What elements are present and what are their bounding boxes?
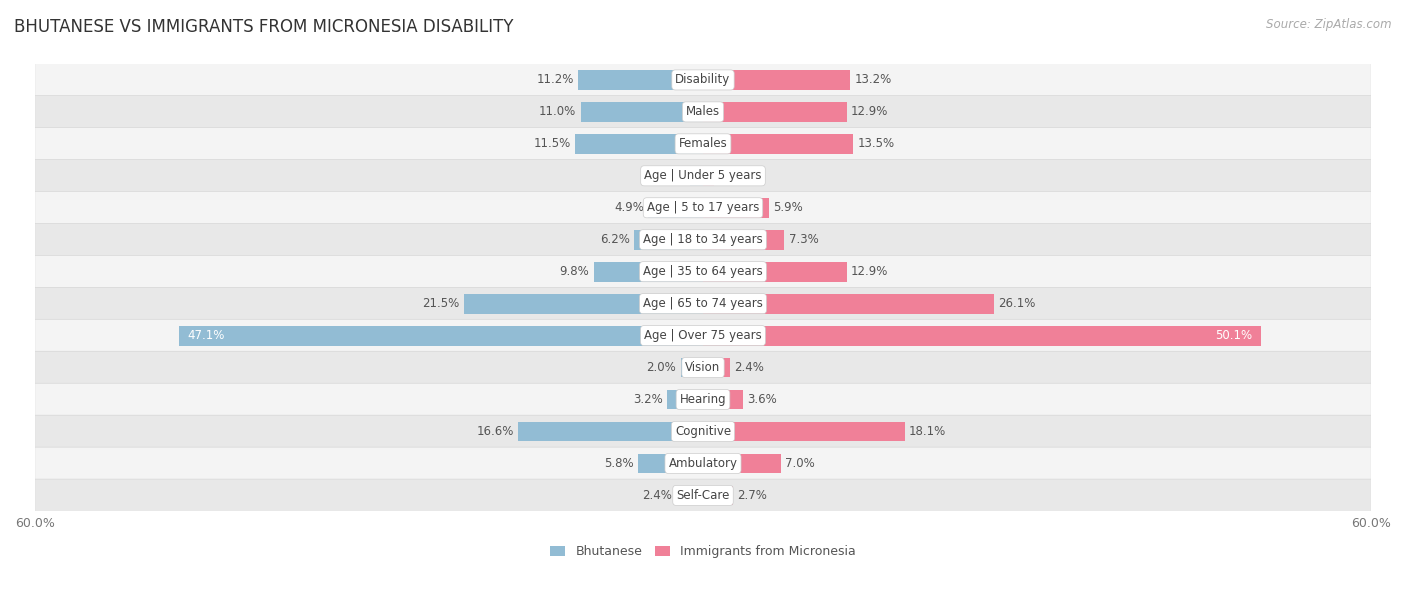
Text: 2.4%: 2.4% [643, 489, 672, 502]
Bar [681, 357, 703, 378]
Text: 12.9%: 12.9% [851, 265, 889, 278]
Text: Age | 65 to 74 years: Age | 65 to 74 years [643, 297, 763, 310]
FancyBboxPatch shape [35, 479, 1371, 512]
Bar [703, 422, 904, 441]
Bar [676, 485, 703, 506]
Bar [519, 422, 703, 441]
Text: 3.6%: 3.6% [748, 393, 778, 406]
Bar [703, 294, 994, 313]
Text: 11.2%: 11.2% [537, 73, 574, 86]
Text: Disability: Disability [675, 73, 731, 86]
Text: 26.1%: 26.1% [998, 297, 1035, 310]
Text: Ambulatory: Ambulatory [668, 457, 738, 470]
Bar [703, 485, 733, 506]
Text: Age | 18 to 34 years: Age | 18 to 34 years [643, 233, 763, 246]
Text: Males: Males [686, 105, 720, 118]
Text: 47.1%: 47.1% [187, 329, 225, 342]
Bar [668, 390, 703, 409]
Text: 13.5%: 13.5% [858, 137, 894, 151]
FancyBboxPatch shape [35, 192, 1371, 224]
Bar [703, 326, 1261, 346]
Text: 9.8%: 9.8% [560, 265, 589, 278]
Text: 50.1%: 50.1% [1215, 329, 1251, 342]
Bar [703, 102, 846, 122]
FancyBboxPatch shape [35, 127, 1371, 160]
Text: 3.2%: 3.2% [633, 393, 662, 406]
Text: 4.9%: 4.9% [614, 201, 644, 214]
Bar [638, 453, 703, 473]
Bar [593, 262, 703, 282]
Text: 12.9%: 12.9% [851, 105, 889, 118]
Text: 21.5%: 21.5% [422, 297, 460, 310]
Bar [703, 166, 714, 185]
Text: 5.9%: 5.9% [773, 201, 803, 214]
FancyBboxPatch shape [35, 95, 1371, 128]
Legend: Bhutanese, Immigrants from Micronesia: Bhutanese, Immigrants from Micronesia [546, 540, 860, 563]
Text: Source: ZipAtlas.com: Source: ZipAtlas.com [1267, 18, 1392, 31]
FancyBboxPatch shape [35, 160, 1371, 192]
Bar [464, 294, 703, 313]
Bar [703, 390, 744, 409]
Text: Age | Under 5 years: Age | Under 5 years [644, 170, 762, 182]
Bar [581, 102, 703, 122]
Text: Age | 5 to 17 years: Age | 5 to 17 years [647, 201, 759, 214]
Text: 13.2%: 13.2% [855, 73, 891, 86]
Text: Vision: Vision [685, 361, 721, 374]
Text: 1.2%: 1.2% [655, 170, 685, 182]
Bar [578, 70, 703, 90]
FancyBboxPatch shape [35, 351, 1371, 384]
Bar [703, 230, 785, 250]
Text: 1.0%: 1.0% [718, 170, 748, 182]
FancyBboxPatch shape [35, 223, 1371, 256]
Text: Hearing: Hearing [679, 393, 727, 406]
Text: Self-Care: Self-Care [676, 489, 730, 502]
Bar [703, 134, 853, 154]
Text: 11.5%: 11.5% [533, 137, 571, 151]
Bar [703, 453, 780, 473]
FancyBboxPatch shape [35, 288, 1371, 320]
FancyBboxPatch shape [35, 64, 1371, 96]
Text: 2.4%: 2.4% [734, 361, 763, 374]
FancyBboxPatch shape [35, 415, 1371, 448]
Text: Age | 35 to 64 years: Age | 35 to 64 years [643, 265, 763, 278]
Bar [703, 70, 851, 90]
Text: Cognitive: Cognitive [675, 425, 731, 438]
FancyBboxPatch shape [35, 255, 1371, 288]
Bar [179, 326, 703, 346]
Text: 7.0%: 7.0% [786, 457, 815, 470]
Text: 2.0%: 2.0% [647, 361, 676, 374]
Bar [703, 198, 769, 218]
FancyBboxPatch shape [35, 383, 1371, 416]
Text: 2.7%: 2.7% [738, 489, 768, 502]
Bar [703, 262, 846, 282]
Text: 11.0%: 11.0% [538, 105, 576, 118]
Text: 16.6%: 16.6% [477, 425, 513, 438]
Text: Age | Over 75 years: Age | Over 75 years [644, 329, 762, 342]
Text: 7.3%: 7.3% [789, 233, 818, 246]
Bar [648, 198, 703, 218]
Text: 5.8%: 5.8% [605, 457, 634, 470]
Bar [634, 230, 703, 250]
FancyBboxPatch shape [35, 319, 1371, 352]
Text: 6.2%: 6.2% [599, 233, 630, 246]
Bar [575, 134, 703, 154]
Text: Females: Females [679, 137, 727, 151]
Bar [703, 357, 730, 378]
Bar [689, 166, 703, 185]
FancyBboxPatch shape [35, 447, 1371, 480]
Text: BHUTANESE VS IMMIGRANTS FROM MICRONESIA DISABILITY: BHUTANESE VS IMMIGRANTS FROM MICRONESIA … [14, 18, 513, 36]
Text: 18.1%: 18.1% [910, 425, 946, 438]
